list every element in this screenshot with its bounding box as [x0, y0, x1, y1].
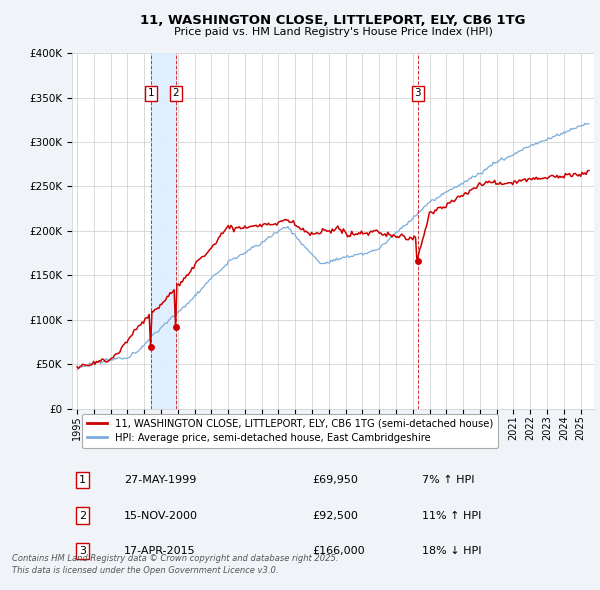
Text: £166,000: £166,000 [312, 546, 365, 556]
Text: 3: 3 [79, 546, 86, 556]
Text: 7% ↑ HPI: 7% ↑ HPI [422, 475, 474, 485]
Text: 18% ↓ HPI: 18% ↓ HPI [422, 546, 481, 556]
Text: 15-NOV-2000: 15-NOV-2000 [124, 510, 198, 520]
Text: 2: 2 [172, 88, 179, 98]
Text: 2: 2 [79, 510, 86, 520]
Text: Contains HM Land Registry data © Crown copyright and database right 2025.
This d: Contains HM Land Registry data © Crown c… [12, 555, 338, 575]
Text: £92,500: £92,500 [312, 510, 358, 520]
Text: £69,950: £69,950 [312, 475, 358, 485]
Text: 1: 1 [79, 475, 86, 485]
Text: 17-APR-2015: 17-APR-2015 [124, 546, 196, 556]
Legend: 11, WASHINGTON CLOSE, LITTLEPORT, ELY, CB6 1TG (semi-detached house), HPI: Avera: 11, WASHINGTON CLOSE, LITTLEPORT, ELY, C… [82, 414, 499, 448]
Text: 3: 3 [414, 88, 421, 98]
Text: 11% ↑ HPI: 11% ↑ HPI [422, 510, 481, 520]
Text: 1: 1 [148, 88, 154, 98]
Text: Price paid vs. HM Land Registry's House Price Index (HPI): Price paid vs. HM Land Registry's House … [173, 28, 493, 37]
Text: 27-MAY-1999: 27-MAY-1999 [124, 475, 197, 485]
Text: 11, WASHINGTON CLOSE, LITTLEPORT, ELY, CB6 1TG: 11, WASHINGTON CLOSE, LITTLEPORT, ELY, C… [140, 14, 526, 27]
Bar [151, 53, 176, 409]
